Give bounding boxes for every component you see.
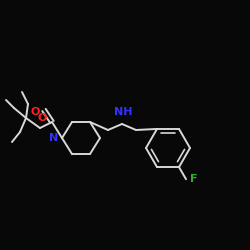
Text: NH: NH: [114, 107, 132, 117]
Text: F: F: [190, 174, 198, 184]
Text: O: O: [37, 113, 47, 123]
Text: O: O: [30, 107, 40, 117]
Text: N: N: [50, 133, 58, 143]
